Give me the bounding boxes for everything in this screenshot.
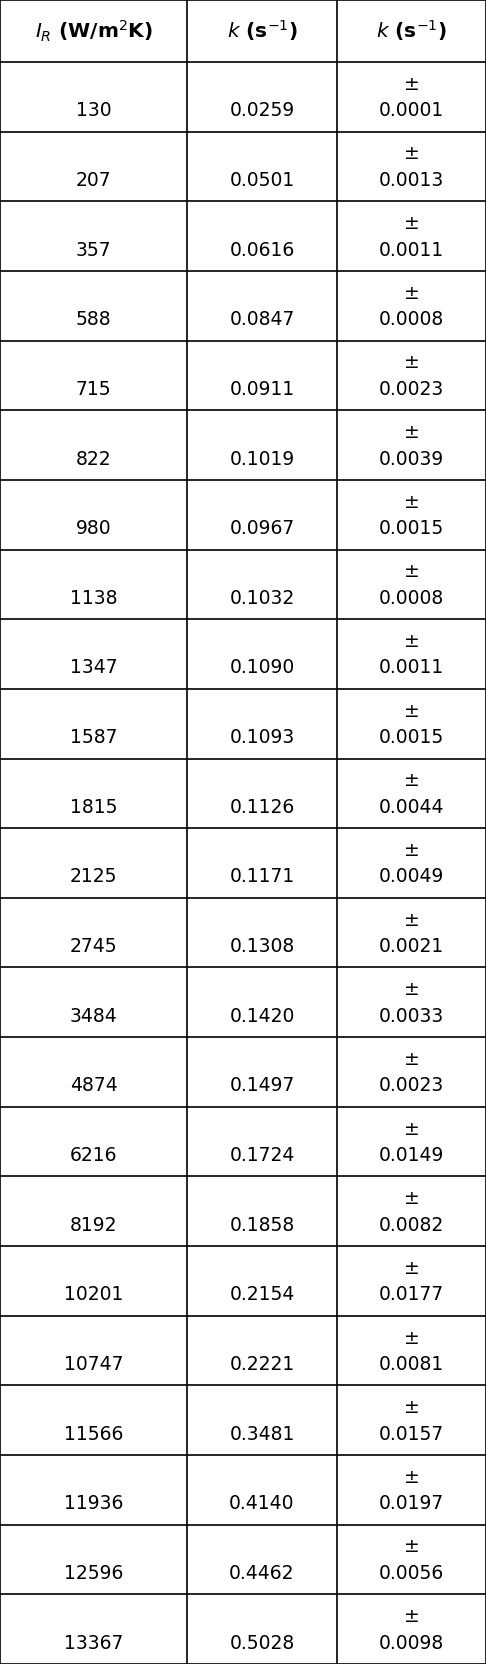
- Text: 0.0197: 0.0197: [379, 1494, 444, 1513]
- Text: 0.1126: 0.1126: [229, 797, 295, 817]
- Text: 0.0001: 0.0001: [379, 102, 444, 120]
- Text: ±: ±: [403, 1468, 419, 1488]
- Text: 0.0082: 0.0082: [379, 1216, 444, 1235]
- Text: ±: ±: [403, 1190, 419, 1208]
- Text: ±: ±: [403, 1120, 419, 1138]
- Text: $\mathit{I}_R$ (W/m$^2$K): $\mathit{I}_R$ (W/m$^2$K): [35, 18, 153, 43]
- Text: 0.0021: 0.0021: [379, 937, 444, 957]
- Text: ±: ±: [403, 1260, 419, 1278]
- Text: 10747: 10747: [64, 1354, 123, 1374]
- Text: 0.0259: 0.0259: [229, 102, 295, 120]
- Text: 0.0039: 0.0039: [379, 449, 444, 469]
- Text: ±: ±: [403, 215, 419, 233]
- Text: 0.1308: 0.1308: [229, 937, 295, 957]
- Text: ±: ±: [403, 145, 419, 163]
- Text: 0.1171: 0.1171: [229, 867, 295, 887]
- Text: 0.1858: 0.1858: [229, 1216, 295, 1235]
- Text: 0.2221: 0.2221: [229, 1354, 295, 1374]
- Text: 0.4462: 0.4462: [229, 1564, 295, 1582]
- Text: 0.0008: 0.0008: [379, 310, 444, 329]
- Text: 0.0023: 0.0023: [379, 1077, 444, 1095]
- Text: 0.0011: 0.0011: [379, 241, 444, 260]
- Text: 0.1032: 0.1032: [229, 589, 295, 607]
- Text: 3484: 3484: [69, 1007, 118, 1025]
- Text: 0.0098: 0.0098: [379, 1634, 444, 1652]
- Text: 0.0177: 0.0177: [379, 1285, 444, 1305]
- Text: ±: ±: [403, 980, 419, 1000]
- Text: 0.1420: 0.1420: [229, 1007, 295, 1025]
- Text: 822: 822: [76, 449, 111, 469]
- Text: 1138: 1138: [70, 589, 117, 607]
- Text: ±: ±: [403, 1538, 419, 1556]
- Text: 0.5028: 0.5028: [229, 1634, 295, 1652]
- Text: 0.4140: 0.4140: [229, 1494, 295, 1513]
- Text: 1347: 1347: [70, 659, 117, 677]
- Text: 0.1093: 0.1093: [229, 729, 295, 747]
- Text: 1815: 1815: [70, 797, 117, 817]
- Text: 1587: 1587: [70, 729, 117, 747]
- Text: ±: ±: [403, 75, 419, 93]
- Text: 0.0013: 0.0013: [379, 171, 444, 190]
- Text: 0.1497: 0.1497: [229, 1077, 295, 1095]
- Text: ±: ±: [403, 702, 419, 721]
- Text: 130: 130: [76, 102, 111, 120]
- Text: $\mathit{k}$ (s$^{-1}$): $\mathit{k}$ (s$^{-1}$): [226, 18, 297, 43]
- Text: 11566: 11566: [64, 1424, 123, 1444]
- Text: ±: ±: [403, 423, 419, 443]
- Text: 2745: 2745: [70, 937, 117, 957]
- Text: 2125: 2125: [70, 867, 117, 887]
- Text: 588: 588: [76, 310, 111, 329]
- Text: $\mathit{k}$ (s$^{-1}$): $\mathit{k}$ (s$^{-1}$): [376, 18, 447, 43]
- Text: 207: 207: [76, 171, 111, 190]
- Text: 13367: 13367: [64, 1634, 123, 1652]
- Text: ±: ±: [403, 1607, 419, 1626]
- Text: ±: ±: [403, 632, 419, 651]
- Text: ±: ±: [403, 493, 419, 513]
- Text: 6216: 6216: [70, 1146, 117, 1165]
- Text: ±: ±: [403, 772, 419, 790]
- Text: 0.1090: 0.1090: [229, 659, 295, 677]
- Text: 0.0149: 0.0149: [379, 1146, 444, 1165]
- Text: 0.0023: 0.0023: [379, 379, 444, 399]
- Text: 0.0967: 0.0967: [229, 519, 295, 537]
- Text: 0.0157: 0.0157: [379, 1424, 444, 1444]
- Text: 11936: 11936: [64, 1494, 123, 1513]
- Text: 0.0616: 0.0616: [229, 241, 295, 260]
- Text: 0.0911: 0.0911: [229, 379, 295, 399]
- Text: 0.3481: 0.3481: [229, 1424, 295, 1444]
- Text: 715: 715: [76, 379, 111, 399]
- Text: 0.1724: 0.1724: [229, 1146, 295, 1165]
- Text: ±: ±: [403, 353, 419, 373]
- Text: 0.0044: 0.0044: [379, 797, 444, 817]
- Text: ±: ±: [403, 285, 419, 303]
- Text: ±: ±: [403, 562, 419, 581]
- Text: 8192: 8192: [70, 1216, 117, 1235]
- Text: 0.0015: 0.0015: [379, 519, 444, 537]
- Text: 10201: 10201: [64, 1285, 123, 1305]
- Text: ±: ±: [403, 1050, 419, 1068]
- Text: 0.0015: 0.0015: [379, 729, 444, 747]
- Text: 0.2154: 0.2154: [229, 1285, 295, 1305]
- Text: 0.0033: 0.0033: [379, 1007, 444, 1025]
- Text: 0.0847: 0.0847: [229, 310, 295, 329]
- Text: ±: ±: [403, 910, 419, 930]
- Text: 0.0011: 0.0011: [379, 659, 444, 677]
- Text: ±: ±: [403, 840, 419, 860]
- Text: 980: 980: [76, 519, 111, 537]
- Text: 357: 357: [76, 241, 111, 260]
- Text: 0.0501: 0.0501: [229, 171, 295, 190]
- Text: ±: ±: [403, 1398, 419, 1418]
- Text: 0.1019: 0.1019: [229, 449, 295, 469]
- Text: 4874: 4874: [69, 1077, 118, 1095]
- Text: 12596: 12596: [64, 1564, 123, 1582]
- Text: 0.0008: 0.0008: [379, 589, 444, 607]
- Text: 0.0056: 0.0056: [379, 1564, 444, 1582]
- Text: ±: ±: [403, 1328, 419, 1348]
- Text: 0.0081: 0.0081: [379, 1354, 444, 1374]
- Text: 0.0049: 0.0049: [379, 867, 444, 887]
